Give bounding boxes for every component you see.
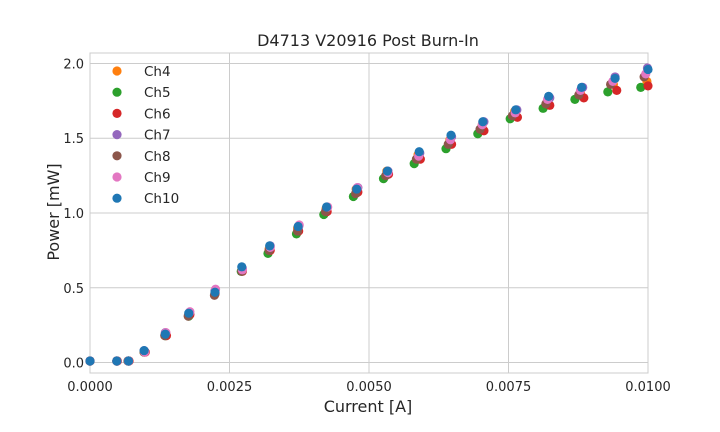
data-point	[293, 221, 303, 232]
data-point	[446, 130, 456, 140]
legend-label: Ch6	[144, 106, 171, 122]
data-point	[612, 85, 622, 95]
legend-label: Ch9	[144, 170, 171, 186]
legend-marker	[112, 193, 122, 203]
data-point	[636, 82, 646, 92]
data-point	[321, 202, 332, 212]
legend-marker	[112, 151, 122, 161]
x-tick-label: 0.0000	[67, 380, 113, 395]
data-point	[184, 308, 194, 318]
y-axis-ticks: 0.0 0.5 1.0 1.5 2.0	[63, 57, 84, 371]
data-point	[511, 105, 521, 115]
legend-marker	[112, 87, 122, 97]
series-ch10	[85, 64, 653, 366]
chart-title: D4713 V20916 Post Burn-In	[257, 31, 479, 50]
data-point	[414, 147, 424, 157]
data-point	[85, 356, 95, 366]
data-point	[643, 64, 653, 75]
y-tick-label: 1.0	[63, 207, 84, 222]
data-point	[139, 345, 149, 356]
data-point	[352, 184, 362, 194]
y-tick-label: 0.0	[63, 357, 84, 372]
data-point	[123, 356, 134, 366]
y-axis-label: Power [mW]	[44, 163, 63, 260]
data-point	[112, 356, 122, 366]
legend-marker	[112, 66, 122, 76]
legend-label: Ch8	[144, 149, 171, 165]
data-point	[643, 81, 653, 91]
x-tick-label: 0.0050	[346, 380, 392, 395]
data-point	[160, 329, 170, 339]
y-tick-label: 2.0	[63, 57, 84, 72]
data-point	[603, 87, 613, 97]
legend-label: Ch10	[144, 191, 179, 207]
x-tick-label: 0.0025	[207, 380, 253, 395]
data-point	[210, 287, 220, 297]
data-point	[265, 241, 275, 251]
data-points	[85, 63, 653, 366]
data-point	[576, 82, 587, 92]
x-tick-label: 0.0100	[625, 380, 671, 395]
legend-marker	[112, 108, 122, 118]
legend-label: Ch4	[144, 64, 171, 80]
data-point	[610, 73, 620, 84]
legend-marker	[112, 172, 122, 182]
data-point	[544, 91, 554, 101]
legend: Ch4 Ch5 Ch6 Ch7 Ch8 Ch9 Ch10	[112, 64, 179, 207]
y-tick-label: 0.5	[63, 282, 84, 297]
x-axis-ticks: 0.0000 0.0025 0.0050 0.0075 0.0100	[67, 380, 671, 395]
legend-label: Ch7	[144, 128, 171, 144]
x-axis-label: Current [A]	[324, 397, 413, 416]
x-tick-label: 0.0075	[486, 380, 532, 395]
data-point	[237, 262, 247, 272]
data-point	[478, 117, 488, 127]
legend-marker	[112, 130, 122, 140]
y-tick-label: 1.5	[63, 132, 84, 147]
data-point	[382, 166, 393, 176]
legend-label: Ch5	[144, 85, 171, 101]
grid-lines	[89, 53, 649, 373]
